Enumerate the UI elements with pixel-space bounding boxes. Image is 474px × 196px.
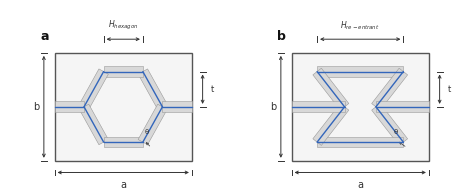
Polygon shape xyxy=(138,69,167,109)
Polygon shape xyxy=(79,69,109,109)
Text: t: t xyxy=(210,85,214,94)
Polygon shape xyxy=(138,104,167,145)
Text: θ: θ xyxy=(393,129,398,135)
Polygon shape xyxy=(313,103,349,145)
Polygon shape xyxy=(313,68,349,110)
Text: $H_{re-entrant}$: $H_{re-entrant}$ xyxy=(340,20,380,32)
Text: t: t xyxy=(447,85,451,94)
Polygon shape xyxy=(317,137,403,147)
Polygon shape xyxy=(292,102,345,112)
Text: a: a xyxy=(120,180,126,190)
Text: b: b xyxy=(270,102,276,112)
Polygon shape xyxy=(317,66,403,77)
Text: b: b xyxy=(277,30,286,43)
Text: $H_{hexagon}$: $H_{hexagon}$ xyxy=(108,19,138,32)
Text: θ: θ xyxy=(145,129,149,135)
Polygon shape xyxy=(372,68,408,110)
Text: b: b xyxy=(33,102,39,112)
Bar xyxy=(55,53,192,161)
Polygon shape xyxy=(376,102,429,112)
Text: a: a xyxy=(40,30,49,43)
Polygon shape xyxy=(104,137,143,147)
Polygon shape xyxy=(163,102,192,112)
Polygon shape xyxy=(104,66,143,77)
Bar xyxy=(292,53,429,161)
Polygon shape xyxy=(372,103,408,145)
Polygon shape xyxy=(55,102,84,112)
Polygon shape xyxy=(79,104,109,145)
Text: a: a xyxy=(357,180,363,190)
